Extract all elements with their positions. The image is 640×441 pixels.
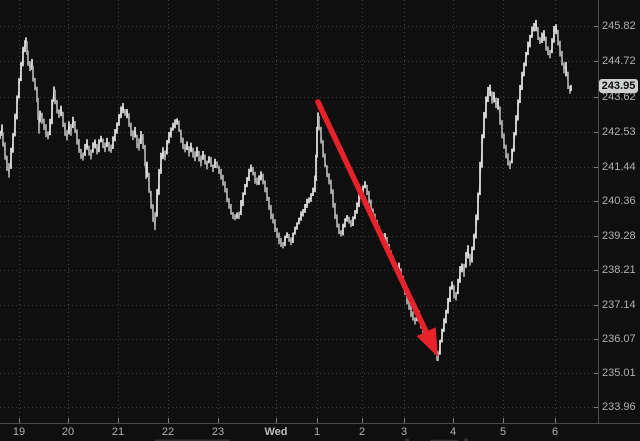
time-axis-label: 6 (551, 426, 559, 438)
price-axis-label: 244.72 (602, 55, 636, 68)
time-axis-label: 20 (61, 426, 75, 438)
price-axis-label: 242.53 (602, 125, 636, 138)
time-axis-label: 2 (358, 426, 366, 438)
price-axis-label: 235.01 (602, 367, 636, 379)
last-price-tag: 243.95 (599, 79, 638, 94)
time-axis[interactable]: 19 20 21 22 23 Wed 1 2 3 4 5 6 (0, 423, 640, 441)
price-axis-label: 237.14 (602, 298, 636, 311)
price-axis-label: 239.28 (602, 229, 636, 242)
price-axis[interactable]: 245.82 244.72 243.62 242.53 241.44 240.36 239.… (598, 0, 640, 423)
price-axis-label: 241.44 (602, 160, 636, 173)
grid (0, 0, 598, 423)
price-axis-label: 243.62 (602, 90, 636, 103)
axis-frame (0, 0, 640, 424)
time-axis-label: 5 (499, 426, 507, 438)
time-axis-label: Wed (264, 426, 288, 438)
time-axis-label: 23 (211, 426, 225, 438)
arrow-head (416, 327, 438, 357)
time-axis-label: 22 (161, 426, 175, 438)
price-axis-label: 245.82 (602, 20, 636, 32)
trend-arrow-annotation[interactable] (315, 99, 438, 357)
arrow-shaft (315, 99, 434, 345)
price-axis-label: 233.96 (602, 400, 636, 413)
price-axis-label: 240.36 (602, 195, 636, 208)
price-axis-label: 236.07 (602, 332, 636, 345)
time-axis-label: 1 (313, 426, 321, 438)
price-axis-label: 238.21 (602, 264, 636, 277)
price-series (0, 19, 572, 362)
time-axis-label: 3 (400, 426, 408, 438)
time-axis-label: 19 (12, 426, 26, 438)
time-axis-label: 4 (449, 426, 457, 438)
time-axis-label: 21 (111, 426, 125, 438)
